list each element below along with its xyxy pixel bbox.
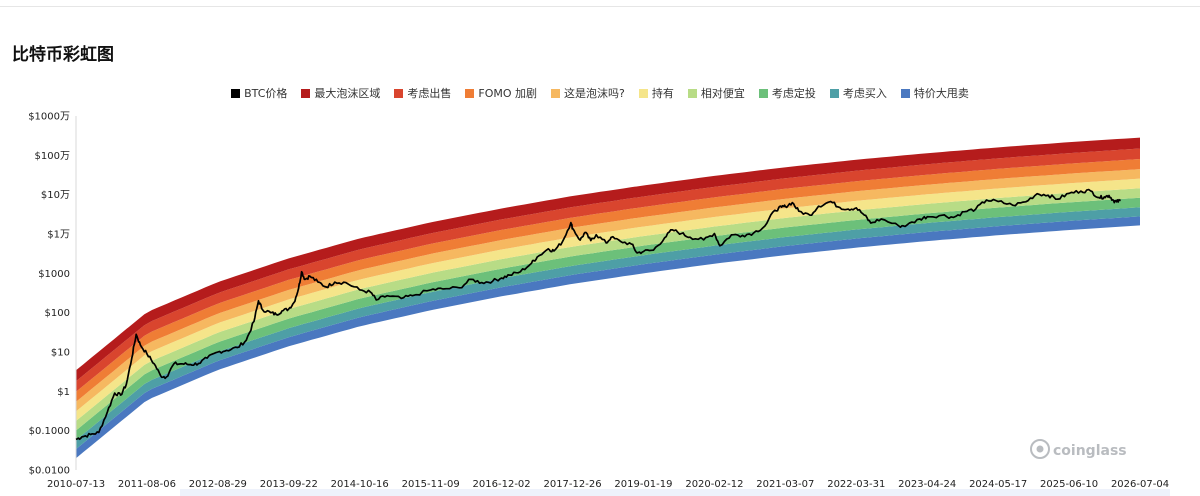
x-tick-label-4: 2014-10-16 bbox=[331, 479, 389, 490]
legend-item-3[interactable]: FOMO 加剧 bbox=[465, 85, 537, 101]
legend-label: BTC价格 bbox=[244, 87, 288, 100]
legend-swatch bbox=[394, 88, 404, 98]
y-tick-label-9: $1000万 bbox=[28, 112, 70, 123]
x-tick-label-14: 2025-06-10 bbox=[1040, 479, 1098, 490]
legend-label: FOMO 加剧 bbox=[478, 87, 538, 100]
legend-item-4[interactable]: 这是泡沫吗? bbox=[551, 85, 625, 101]
legend-swatch bbox=[301, 88, 311, 98]
btc-price-line bbox=[75, 188, 1121, 441]
x-tick-label-12: 2023-04-24 bbox=[898, 479, 956, 490]
top-divider bbox=[0, 6, 1200, 7]
x-tick-label-0: 2010-07-13 bbox=[47, 479, 105, 490]
legend-swatch bbox=[900, 88, 910, 98]
y-tick-label-0: $0.0100 bbox=[29, 466, 70, 477]
page-title: 比特币彩虹图 bbox=[12, 45, 114, 65]
coinglass-logo-icon bbox=[1030, 439, 1050, 459]
y-tick-label-7: $10万 bbox=[41, 190, 70, 201]
x-tick-label-6: 2016-12-02 bbox=[473, 479, 531, 490]
legend-swatch bbox=[829, 88, 839, 98]
rainbow-band-5 bbox=[76, 169, 1140, 412]
x-tick-label-11: 2022-03-31 bbox=[827, 479, 885, 490]
rainbow-band-0 bbox=[76, 216, 1140, 459]
x-tick-label-5: 2015-11-09 bbox=[402, 479, 460, 490]
legend-label: 考虑出售 bbox=[407, 87, 452, 100]
legend-item-6[interactable]: 相对便宜 bbox=[687, 85, 745, 101]
x-tick-label-2: 2012-08-29 bbox=[189, 479, 247, 490]
watermark-text: coinglass bbox=[1053, 443, 1127, 459]
legend-swatch bbox=[465, 88, 475, 98]
x-tick-label-15: 2026-07-04 bbox=[1111, 479, 1169, 490]
rainbow-band-7 bbox=[76, 148, 1140, 392]
x-tick-label-9: 2020-02-12 bbox=[685, 479, 743, 490]
legend-swatch bbox=[551, 88, 561, 98]
btc-price-path bbox=[75, 188, 1121, 441]
scroll-strip bbox=[180, 489, 1170, 496]
y-tick-label-1: $0.1000 bbox=[29, 426, 70, 437]
legend-label: 相对便宜 bbox=[700, 87, 745, 100]
chart-legend: BTC价格 最大泡沫区域 考虑出售 FOMO 加剧 这是泡沫吗? 持有 相对便宜 考虑定投 考虑… bbox=[0, 85, 1200, 101]
legend-item-7[interactable]: 考虑定投 bbox=[758, 85, 816, 101]
legend-item-0[interactable]: BTC价格 bbox=[231, 85, 287, 101]
rainbow-bands bbox=[76, 137, 1140, 459]
legend-label: 这是泡沫吗? bbox=[564, 87, 625, 100]
legend-item-2[interactable]: 考虑出售 bbox=[394, 85, 451, 101]
watermark: coinglass bbox=[1030, 439, 1127, 459]
y-tick-label-3: $10 bbox=[51, 348, 70, 359]
rainbow-band-1 bbox=[76, 207, 1140, 450]
legend-swatch bbox=[758, 88, 768, 98]
legend-item-1[interactable]: 最大泡沫区域 bbox=[301, 85, 380, 101]
rainbow-band-6 bbox=[76, 159, 1140, 402]
legend-label: 持有 bbox=[651, 87, 674, 100]
y-tick-label-6: $1万 bbox=[47, 230, 70, 241]
x-tick-label-8: 2019-01-19 bbox=[614, 479, 672, 490]
legend-label: 最大泡沫区域 bbox=[314, 87, 381, 100]
legend-label: 特价大甩卖 bbox=[913, 87, 969, 100]
rainbow-band-8 bbox=[76, 137, 1140, 382]
legend-item-5[interactable]: 持有 bbox=[638, 85, 674, 101]
rainbow-band-2 bbox=[76, 197, 1140, 440]
x-tick-label-3: 2013-09-22 bbox=[260, 479, 318, 490]
chart-axes: $0.0100 $0.1000 $1 $10 $100 $1000 $1万 $10万 $100万… bbox=[28, 112, 1169, 491]
x-tick-label-10: 2021-03-07 bbox=[756, 479, 814, 490]
y-tick-label-4: $100 bbox=[45, 308, 70, 319]
legend-item-9[interactable]: 特价大甩卖 bbox=[900, 85, 969, 101]
x-tick-label-1: 2011-08-06 bbox=[118, 479, 176, 490]
rainbow-band-4 bbox=[76, 178, 1140, 421]
legend-swatch bbox=[638, 88, 648, 98]
y-tick-label-8: $100万 bbox=[35, 151, 70, 162]
x-tick-label-7: 2017-12-26 bbox=[543, 479, 601, 490]
x-tick-label-13: 2024-05-17 bbox=[969, 479, 1027, 490]
legend-swatch bbox=[687, 88, 697, 98]
legend-label: 考虑定投 bbox=[771, 87, 816, 100]
legend-label: 考虑买入 bbox=[842, 87, 887, 100]
y-tick-label-5: $1000 bbox=[38, 269, 70, 280]
legend-swatch bbox=[231, 88, 241, 98]
legend-item-8[interactable]: 考虑买入 bbox=[829, 85, 887, 101]
y-tick-label-2: $1 bbox=[57, 387, 70, 398]
